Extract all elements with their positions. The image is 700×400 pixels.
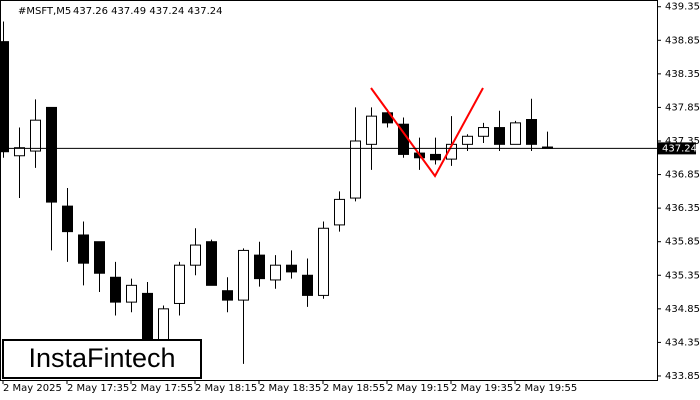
candle-body xyxy=(62,205,73,233)
candle-body xyxy=(190,244,201,266)
candle-body xyxy=(334,198,345,226)
candle-body xyxy=(318,227,329,296)
chart-title: #MSFT,M5 xyxy=(18,6,71,17)
y-tick-label: 433.85 xyxy=(665,371,700,382)
y-tick-label: 435.35 xyxy=(665,270,700,281)
y-tick-label: 437.85 xyxy=(665,102,700,113)
candle-body xyxy=(14,147,25,157)
candle-body xyxy=(462,135,473,145)
candle-body xyxy=(126,284,137,303)
x-tick-label: 2 May 19:15 xyxy=(387,383,449,394)
y-tick-label: 438.35 xyxy=(665,69,700,80)
candle-body xyxy=(494,127,505,145)
candle-body xyxy=(286,264,297,273)
logo: InstaFintech xyxy=(28,343,175,373)
x-tick-label: 2 May 2025 xyxy=(3,383,62,394)
candle-body xyxy=(350,140,361,199)
candle-body xyxy=(238,249,249,301)
logo-box xyxy=(2,339,202,379)
double-top-pattern xyxy=(370,87,484,178)
candle-body xyxy=(0,41,9,153)
plot-frame xyxy=(0,0,658,381)
y-tick-label: 436.35 xyxy=(665,203,700,214)
candle-body xyxy=(526,119,537,145)
y-tick-label: 434.35 xyxy=(665,337,700,348)
x-tick-label: 2 May 19:55 xyxy=(515,383,577,394)
candle-body xyxy=(510,122,521,145)
candle-body xyxy=(302,274,313,296)
x-tick-label: 2 May 19:35 xyxy=(451,383,513,394)
last-price-label: 437.24 xyxy=(662,143,697,154)
candle-body xyxy=(94,241,105,274)
candle-body xyxy=(430,153,441,161)
y-tick-label: 439.35 xyxy=(665,2,700,13)
x-tick-label: 2 May 17:55 xyxy=(131,383,193,394)
ohlc-header: 437.26 437.49 437.24 437.24 xyxy=(73,6,223,17)
candle-body xyxy=(78,234,89,264)
candle-body xyxy=(270,264,281,281)
y-tick-label: 438.85 xyxy=(665,35,700,46)
last-price-box xyxy=(658,142,696,155)
candle-body xyxy=(174,264,185,304)
y-tick-label: 434.85 xyxy=(665,304,700,315)
candle-body xyxy=(30,119,41,152)
x-tick-label: 2 May 17:35 xyxy=(67,383,129,394)
candle-body xyxy=(110,276,121,303)
x-tick-label: 2 May 18:35 xyxy=(259,383,321,394)
y-tick-label: 435.85 xyxy=(665,237,700,248)
candle-body xyxy=(366,115,377,145)
candle-body xyxy=(46,106,57,203)
candle-body xyxy=(478,127,489,137)
candle-body xyxy=(222,290,233,301)
y-tick-label: 437.35 xyxy=(665,136,700,147)
y-tick-label: 436.85 xyxy=(665,170,700,181)
candle-body xyxy=(254,254,265,280)
x-tick-label: 2 May 18:55 xyxy=(323,383,385,394)
candle-body xyxy=(206,241,217,286)
x-tick-label: 2 May 18:15 xyxy=(195,383,257,394)
